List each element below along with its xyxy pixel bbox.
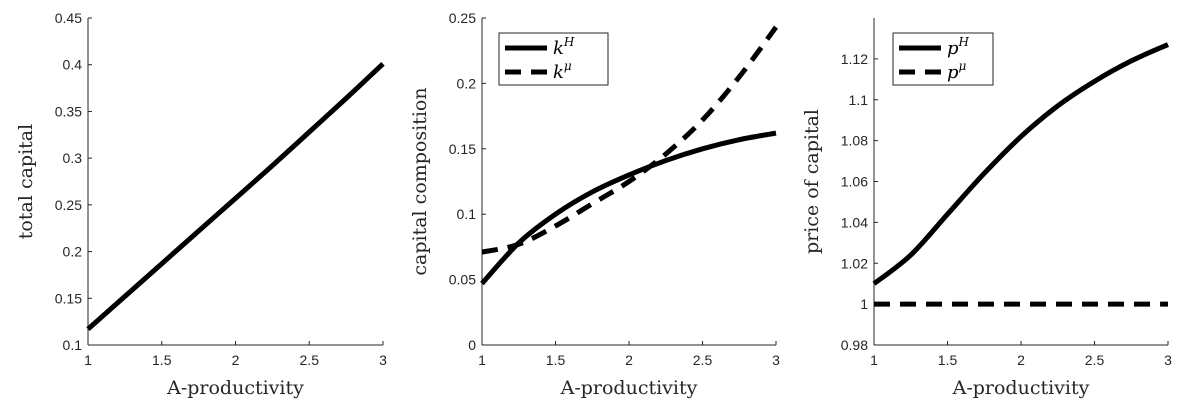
legend-label-base: k: [553, 62, 564, 83]
legend-label: pH: [947, 35, 970, 59]
x-tick-label: 2.5: [300, 352, 320, 368]
y-tick-label: 0.2: [63, 244, 83, 260]
y-tick-label: 0.98: [841, 337, 868, 353]
y-tick-label: 0.25: [55, 197, 82, 213]
y-tick-label: 1.12: [841, 51, 868, 67]
y-tick-label: 1.1: [849, 92, 869, 108]
x-axis-label: A-productivity: [560, 377, 698, 399]
x-tick-label: 1: [84, 352, 92, 368]
legend-label-base: p: [947, 62, 959, 83]
y-tick-label: 0.1: [457, 206, 477, 222]
y-tick-label: 0.35: [55, 103, 82, 119]
x-axis-label: A-productivity: [166, 377, 304, 399]
x-tick-label: 2: [232, 352, 240, 368]
y-tick-label: 0.25: [449, 10, 476, 26]
x-tick-label: 2: [1017, 352, 1025, 368]
legend-label-base: k: [553, 38, 564, 59]
y-tick-label: 0.45: [55, 10, 82, 26]
chart-panel-3: 1 1.5 2 2.5 30.9811.021.041.061.081.11.12A-p…: [801, 18, 1172, 399]
series-line-0: [86, 61, 385, 331]
x-tick-label: 2.5: [693, 352, 713, 368]
x-tick-label: 3: [379, 352, 387, 368]
y-tick-label: 1.04: [841, 214, 868, 230]
x-tick-label: 1.5: [546, 352, 566, 368]
legend-label-superscript: H: [958, 35, 970, 49]
legend-box: [892, 32, 994, 86]
y-tick-label: 1.08: [841, 133, 868, 149]
y-tick-label: 0.05: [449, 272, 476, 288]
chart-panel-1: 1 1.5 2 2.5 3 0.1 0.15 0.2 0.25 0.3 0.35 0.4 0.45 A-p…: [15, 10, 387, 399]
x-tick-label: 1: [478, 352, 486, 368]
y-axis-label: total capital: [15, 124, 37, 239]
y-tick-label: 0.4: [63, 57, 83, 73]
y-tick-label: 0.1: [63, 337, 83, 353]
series-line-k-mu: [481, 25, 779, 255]
y-tick-label: 1.02: [841, 255, 868, 271]
y-axis-label: capital composition: [409, 87, 431, 275]
x-tick-label: 2.5: [1085, 352, 1105, 368]
legend-label-superscript: μ: [564, 59, 572, 73]
legend-label-base: p: [947, 38, 959, 59]
legend-label-superscript: H: [563, 35, 575, 49]
legend-label-superscript: μ: [959, 59, 967, 73]
y-tick-label: 0.2: [457, 75, 477, 91]
y-axis-label: price of capital: [801, 109, 823, 254]
y-tick-label: 1: [860, 296, 868, 312]
series-line-p-H: [872, 42, 1170, 286]
y-tick-label: 0.15: [55, 290, 82, 306]
y-tick-label: 0.15: [449, 141, 476, 157]
x-tick-label: 3: [1164, 352, 1172, 368]
x-axis-label: A-productivity: [952, 377, 1090, 399]
legend-label: kμ: [553, 59, 572, 83]
legend-label: pμ: [947, 59, 967, 83]
legend-label: kH: [553, 35, 575, 59]
y-tick-label: 1.06: [841, 174, 868, 190]
x-tick-label: 1.5: [938, 352, 958, 368]
x-tick-label: 1.5: [152, 352, 172, 368]
chart-panel-2: 1 1.5 2 2.5 3 0 0.05 0.1 0.15 0.2 0.25 A-productivi…: [409, 10, 780, 399]
y-tick-label: 0.3: [63, 150, 83, 166]
legend-box: [498, 32, 609, 86]
series-line-k-H: [480, 130, 777, 286]
x-tick-label: 3: [772, 352, 780, 368]
x-tick-label: 2: [625, 352, 633, 368]
y-tick-label: 0: [468, 337, 476, 353]
x-tick-label: 1: [870, 352, 878, 368]
